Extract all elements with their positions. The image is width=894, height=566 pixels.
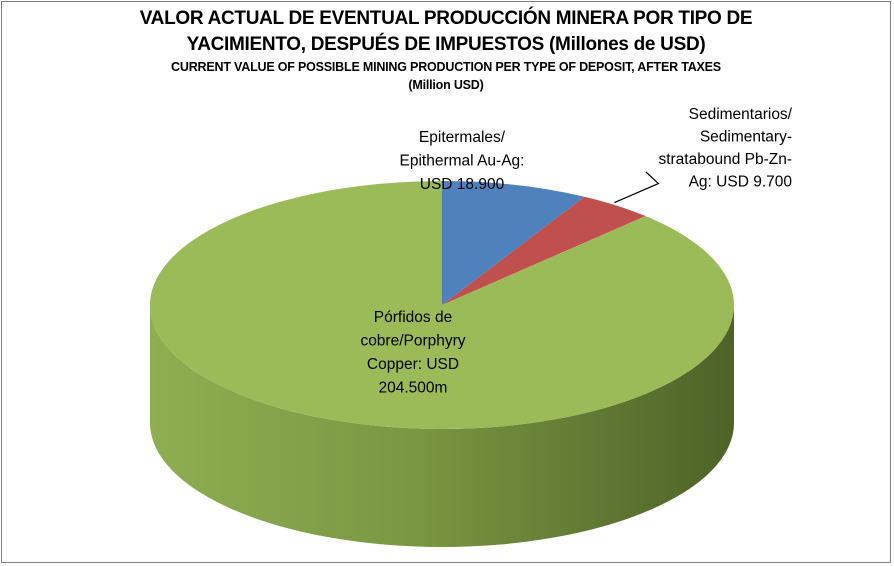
pie-leader-group [614, 171, 660, 204]
slice-label-0-line-1: Epithermal Au-Ag: [400, 153, 525, 170]
slice-label-2-line-0: Pórfidos de [374, 309, 452, 326]
slice-label-1-line-1: Sedimentary- [700, 129, 792, 146]
pie-side-group [150, 305, 734, 547]
pie-slice-0 [442, 181, 585, 305]
pie-top-group [150, 181, 735, 429]
slice-label-1-line-3: Ag: USD 9.700 [689, 174, 793, 191]
pie-slice-1 [442, 196, 646, 305]
slice-label-1-line-2: stratabound Pb-Zn- [658, 151, 792, 168]
slice-label-0-line-2: USD 18.900 [420, 176, 505, 193]
slice-label-2-line-2: Copper: USD [367, 356, 459, 373]
chart-title-line-2: YACIMIENTO, DESPUÉS DE IMPUESTOS (Millon… [186, 34, 706, 55]
pie-label-group: Epitermales/Epithermal Au-Ag: USD 18.900 S… [360, 106, 792, 397]
leader-line-1 [614, 171, 660, 204]
slice-label-2-line-3: 204.500m [379, 380, 448, 397]
slice-label-0-line-0: Epitermales/ [419, 129, 506, 146]
slice-label-2-line-1: cobre/Porphyry [360, 333, 465, 350]
pie-slice-2 [150, 181, 735, 429]
chart-title-block: VALOR ACTUAL DE EVENTUAL PRODUCCIÓN MINE… [0, 6, 892, 94]
chart-subtitle-line-2: (Million USD) [408, 78, 484, 92]
chart-title-line-1: VALOR ACTUAL DE EVENTUAL PRODUCCIÓN MINE… [139, 8, 753, 29]
pie-slice-side-2 [150, 305, 734, 547]
slice-label-1-line-0: Sedimentarios/ [689, 106, 793, 123]
chart-subtitle-line-1: CURRENT VALUE OF POSSIBLE MINING PRODUCT… [171, 60, 721, 74]
